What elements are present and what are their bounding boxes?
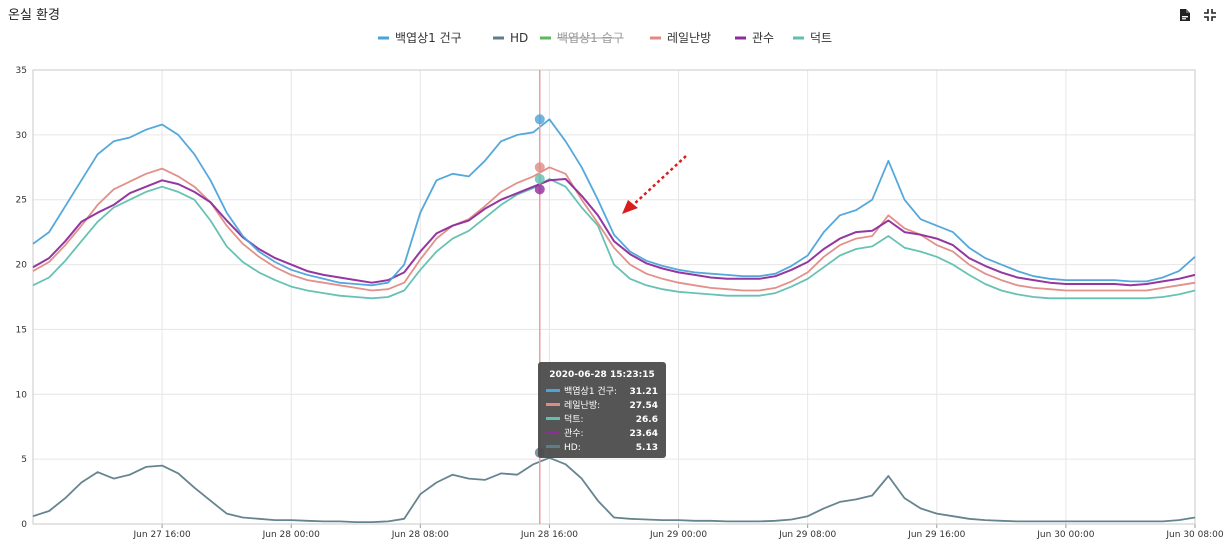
x-tick-label: Jun 28 08:00 — [391, 530, 449, 540]
tooltip: 2020-06-28 15:23:15 백엽상1 건구: 31.21 레일난방: 27.… — [538, 362, 666, 458]
page-title: 온실 환경 — [8, 8, 60, 23]
series-line-duct — [32, 178, 1196, 300]
tooltip-label: 백엽상1 건구: — [564, 386, 617, 397]
tooltip-swatch-baek — [546, 389, 560, 392]
collapse-icon[interactable] — [1203, 8, 1217, 22]
series-line-hd — [32, 456, 1196, 523]
marker-gwansu — [534, 184, 545, 195]
y-tick-label: 30 — [16, 131, 28, 141]
y-tick-label: 5 — [21, 455, 27, 465]
pdf-file-icon[interactable] — [1178, 8, 1192, 22]
legend-swatch-gwansu — [735, 36, 746, 40]
legend-swatch-hd — [493, 36, 504, 40]
marker-duct — [534, 173, 545, 184]
y-tick-label: 15 — [16, 325, 27, 335]
y-tick-label: 25 — [16, 196, 27, 206]
x-tick-label: Jun 29 00:00 — [649, 530, 707, 540]
y-tick-label: 35 — [16, 66, 27, 76]
annotation-arrow — [631, 155, 687, 207]
tooltip-value: 5.13 — [636, 443, 658, 453]
tooltip-swatch-gwansu — [546, 431, 560, 434]
tooltip-value: 31.21 — [630, 387, 658, 397]
x-tick-label: Jun 27 16:00 — [133, 530, 191, 540]
plot-area: 0 5 10 15 20 25 30 35 Jun 27 16:00 Jun 28 00:00 Ju… — [16, 66, 1224, 540]
legend-item-gwansu: 관수 — [752, 31, 774, 45]
y-tick-label: 0 — [21, 520, 27, 530]
x-tick-label: Jun 29 16:00 — [907, 530, 965, 540]
legend-swatch-seup — [540, 36, 551, 40]
annotation-arrowhead — [622, 200, 638, 214]
tooltip-value: 27.54 — [630, 401, 658, 411]
tooltip-swatch-rail — [546, 403, 560, 406]
x-tick-label: Jun 28 16:00 — [520, 530, 578, 540]
tooltip-swatch-hd — [546, 445, 560, 448]
tooltip-box — [538, 362, 666, 458]
tooltip-label: 레일난방: — [564, 400, 600, 411]
tooltip-label: 관수: — [564, 428, 584, 439]
x-tick-label: Jun 28 00:00 — [262, 530, 320, 540]
legend-item-duct: 덕트 — [810, 31, 832, 45]
series-line-baek — [32, 118, 1196, 287]
legend: 백엽상1 건구 HD 백엽상1 습구 레일난방 관수 덕트 — [378, 31, 832, 45]
marker-rail — [534, 162, 545, 173]
legend-item-baek: 백엽상1 건구 — [395, 31, 462, 45]
tooltip-value: 26.6 — [636, 415, 658, 425]
series-line-rail — [32, 166, 1196, 292]
marker-baek — [534, 114, 545, 125]
tooltip-title: 2020-06-28 15:23:15 — [549, 370, 654, 380]
legend-swatch-baek — [378, 36, 389, 40]
legend-swatch-rail — [650, 36, 661, 40]
x-tick-label: Jun 30 00:00 — [1036, 530, 1094, 540]
tooltip-value: 23.64 — [630, 429, 658, 439]
legend-swatch-duct — [793, 36, 804, 40]
legend-item-rail: 레일난방 — [667, 31, 711, 45]
tooltip-swatch-duct — [546, 417, 560, 420]
y-tick-label: 10 — [16, 390, 28, 400]
plot-frame — [32, 69, 1196, 525]
y-tick-label: 20 — [16, 261, 28, 271]
tooltip-label: HD: — [564, 443, 581, 453]
x-tick-label: Jun 30 08:00 — [1165, 530, 1223, 540]
x-tick-label: Jun 29 08:00 — [778, 530, 836, 540]
series-line-gwansu — [32, 178, 1196, 287]
legend-item-hd: HD — [510, 31, 528, 45]
tooltip-label: 덕트: — [564, 414, 584, 425]
